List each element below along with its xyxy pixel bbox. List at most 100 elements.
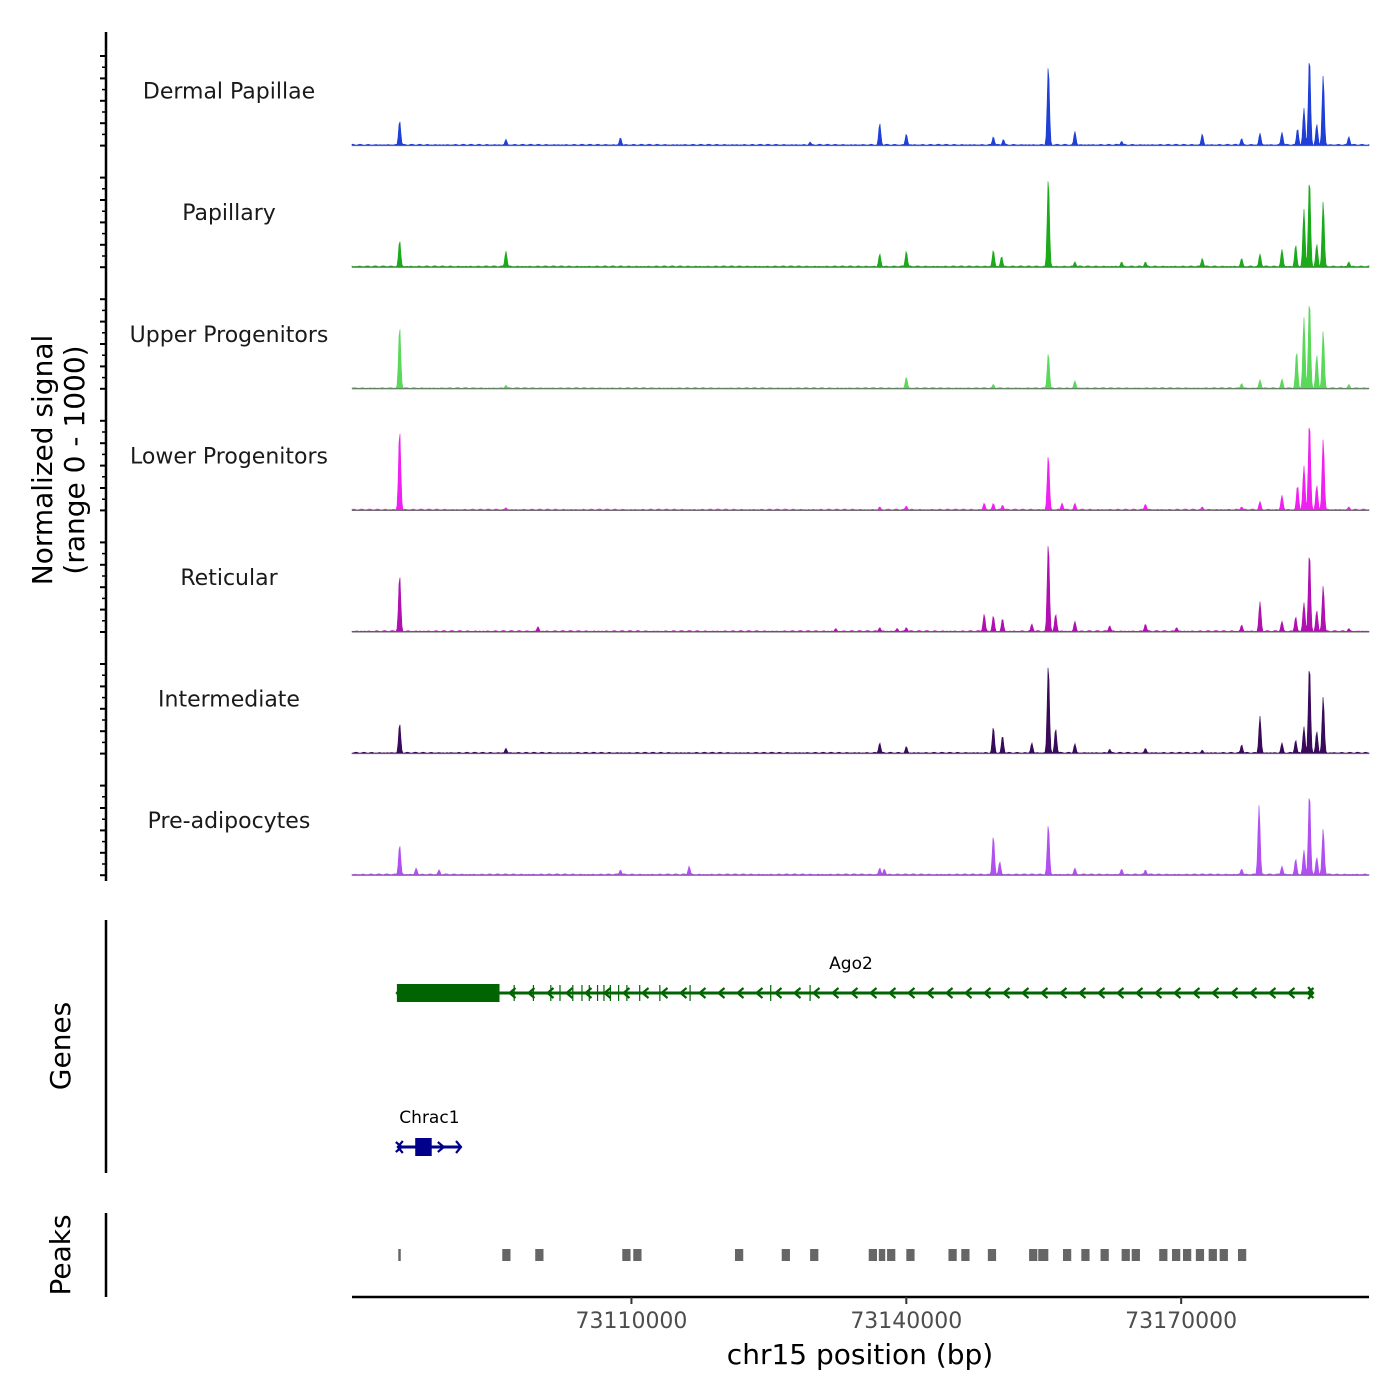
strand-arrow [1307, 986, 1315, 1000]
peak-region [1172, 1249, 1181, 1261]
signal-area-upper-progenitors [351, 306, 1370, 390]
xlabel: chr15 position (bp) [727, 1338, 993, 1371]
track-label-dermal-papillae: Dermal Papillae [143, 80, 315, 105]
peak-region [1100, 1249, 1109, 1261]
x-axis-ticks: 73110000 73140000 73170000 [575, 1297, 1237, 1334]
strand-arrow [1153, 987, 1163, 999]
peak-region [887, 1249, 896, 1261]
strand-arrow [1001, 987, 1011, 999]
peak-region [398, 1249, 401, 1261]
peak-region [948, 1249, 957, 1261]
strand-arrow [1096, 987, 1106, 999]
peak-region [734, 1249, 744, 1261]
ylabel-line2: (range 0 - 1000) [58, 345, 91, 574]
strand-arrow [437, 1141, 446, 1153]
signal-area-intermediate [351, 667, 1370, 754]
strand-arrow [455, 1140, 463, 1154]
strand-arrow [678, 987, 688, 999]
strand-arrow [906, 987, 916, 999]
peak-region [1121, 1249, 1130, 1261]
strand-arrow [1191, 987, 1201, 999]
strand-arrow [395, 986, 403, 1000]
track-label-upper-progenitors: Upper Progenitors [130, 323, 329, 348]
strand-arrow [1134, 987, 1144, 999]
peak-region [1131, 1249, 1140, 1261]
strand-arrow [868, 987, 878, 999]
signal-area-reticular [351, 546, 1370, 633]
track-papillary: Papillary [182, 181, 1370, 268]
strand-arrow [887, 987, 897, 999]
track-reticular: Reticular [180, 546, 1370, 633]
ylabel-line1: Normalized signal [26, 335, 59, 586]
peak-region [1029, 1249, 1038, 1261]
track-dermal-papillae: Dermal Papillae [143, 63, 1370, 147]
strand-arrow [1115, 987, 1125, 999]
gene-label-ago2: Ago2 [829, 954, 873, 974]
strand-arrow [754, 987, 764, 999]
signal-axis-ticks [100, 55, 106, 877]
peak-region [961, 1249, 970, 1261]
strand-arrow [982, 987, 992, 999]
track-label-lower-progenitors: Lower Progenitors [130, 444, 328, 469]
track-intermediate: Intermediate [158, 667, 1370, 755]
gene-ago2: Ago2 [395, 954, 1315, 1002]
strand-arrow [507, 987, 517, 999]
peak-region [987, 1249, 997, 1261]
signal-area-pre-adipocytes [351, 798, 1370, 876]
strand-arrow [1267, 987, 1277, 999]
strand-arrow [1210, 987, 1220, 999]
x-tick-label: 73170000 [1125, 1309, 1237, 1334]
strand-arrow [1020, 987, 1030, 999]
signal-area-papillary [351, 181, 1370, 268]
track-label-intermediate: Intermediate [158, 688, 300, 713]
strand-arrow [1077, 987, 1087, 999]
peak-region [868, 1249, 877, 1261]
strand-arrow [944, 987, 954, 999]
peak-region [535, 1249, 544, 1261]
strand-arrow [1248, 987, 1258, 999]
strand-arrow [396, 1140, 404, 1154]
strand-arrow [697, 987, 707, 999]
strand-arrow [792, 987, 802, 999]
genes-panel-title: Genes [44, 1002, 77, 1090]
signal-area-dermal-papillae [351, 63, 1370, 146]
strand-arrow [1172, 987, 1182, 999]
signal-tracks: Dermal Papillae Papillary Upper Progenitor… [130, 63, 1370, 876]
strand-arrow [564, 987, 574, 999]
peak-region [810, 1249, 819, 1261]
peak-region [502, 1249, 511, 1261]
track-label-pre-adipocytes: Pre-adipocytes [148, 809, 311, 834]
track-upper-progenitors: Upper Progenitors [130, 306, 1370, 390]
genes-panel: Ago2 Chrac1 [395, 954, 1315, 1156]
gene-chrac1: Chrac1 [395, 1108, 463, 1156]
peak-region [781, 1249, 790, 1261]
strand-arrow [773, 987, 783, 999]
strand-arrow [735, 987, 745, 999]
strand-arrow [1229, 987, 1239, 999]
x-tick-label: 73110000 [575, 1309, 687, 1334]
strand-arrow [395, 1141, 404, 1153]
peak-region [622, 1249, 631, 1261]
peak-region [1237, 1249, 1247, 1261]
track-label-papillary: Papillary [182, 201, 276, 226]
strand-arrow [526, 987, 536, 999]
peak-region [1195, 1249, 1205, 1261]
strand-arrow [716, 987, 726, 999]
track-lower-progenitors: Lower Progenitors [130, 427, 1370, 511]
peak-region [1208, 1249, 1217, 1261]
strand-arrow [602, 987, 612, 999]
track-pre-adipocytes: Pre-adipocytes [148, 798, 1370, 876]
strand-arrow [963, 987, 973, 999]
signal-area-lower-progenitors [351, 427, 1370, 511]
strand-arrow [849, 987, 859, 999]
strand-arrow [811, 987, 821, 999]
strand-arrow [621, 987, 631, 999]
peak-region [1081, 1249, 1090, 1261]
strand-arrow [830, 987, 840, 999]
peaks-panel [398, 1249, 1247, 1261]
peak-region [878, 1249, 886, 1261]
peak-region [1159, 1249, 1168, 1261]
strand-arrow [1058, 987, 1068, 999]
peak-region [906, 1249, 915, 1261]
